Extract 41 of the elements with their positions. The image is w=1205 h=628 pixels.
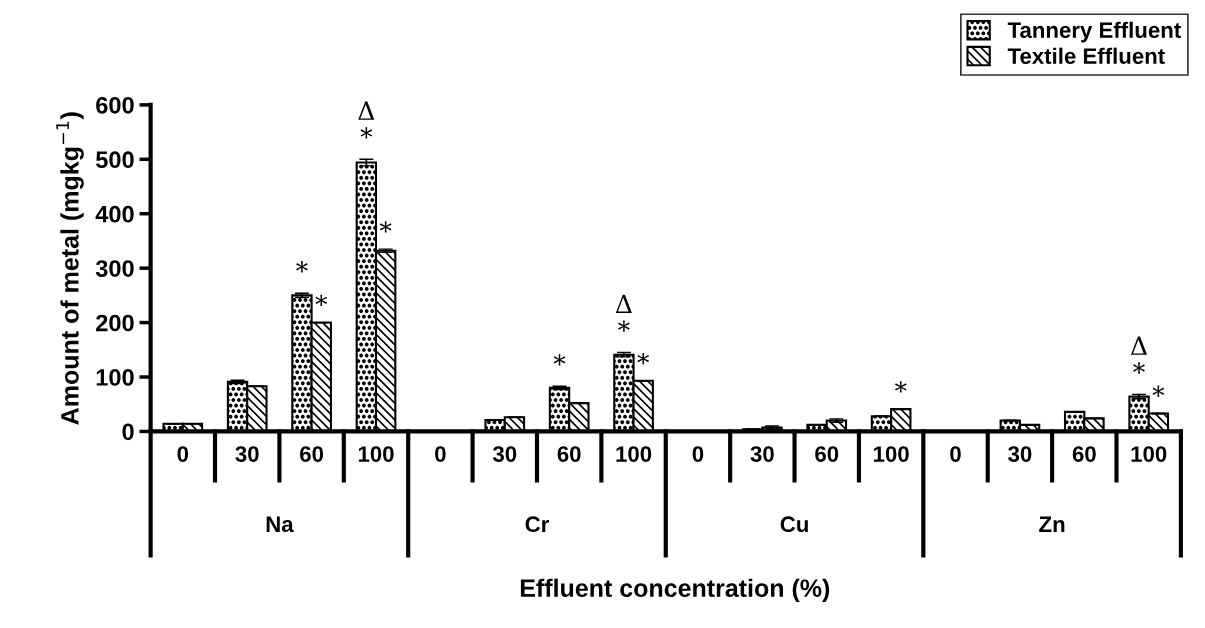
data-label: * [553,354,566,366]
legend-label: Tannery Effluent [1007,21,1181,43]
x-tick-label: 60 [300,446,324,462]
x-tick-label: 60 [1072,446,1096,462]
data-label: Δ * [615,294,632,332]
data-label: * [379,221,392,233]
x-tick-label: 100 [358,446,394,462]
text: Zn [1039,516,1065,532]
data-label: * [637,352,650,365]
y-tick-label: 0 [122,423,134,441]
text: Cr [525,516,549,533]
legend-label: Textile Effluent [1007,47,1165,64]
x-tick-label: 30 [492,446,517,462]
x-tick-label: 30 [750,446,774,462]
data-label: Δ * [358,101,375,139]
y-tick-label: 100 [96,369,134,386]
data-label: * [315,294,328,307]
x-tick-label: 60 [557,446,581,462]
x-tick-label: 100 [1131,446,1167,462]
x-tick-label: 0 [435,446,446,462]
y-tick-label: 300 [95,260,134,277]
y-axis-title: Amount of metal (mgkg$^{−1}$) [56,112,84,425]
x-tick-label: 30 [235,446,259,462]
data-label: Δ * [1130,336,1148,374]
data-label: * [296,261,308,273]
y-tick-label: 600 [96,96,134,114]
data-label: * [894,381,907,393]
x-tick-label: 60 [815,446,839,462]
data-label: * [1152,385,1165,397]
x-tick-label: 100 [874,446,909,462]
x-tick-label: 0 [177,446,189,462]
x-tick-label: 0 [950,446,961,462]
text: Cu [780,516,808,533]
text: Na [266,516,294,533]
x-tick-label: 30 [1008,446,1032,462]
y-tick-label: 200 [96,314,134,332]
y-tick-label: 400 [95,205,134,223]
x-tick-label: 100 [616,446,652,462]
x-axis-title: Effluent concentration (%) [520,578,830,602]
x-tick-label: 0 [692,446,704,462]
y-tick-label: 500 [95,151,134,169]
